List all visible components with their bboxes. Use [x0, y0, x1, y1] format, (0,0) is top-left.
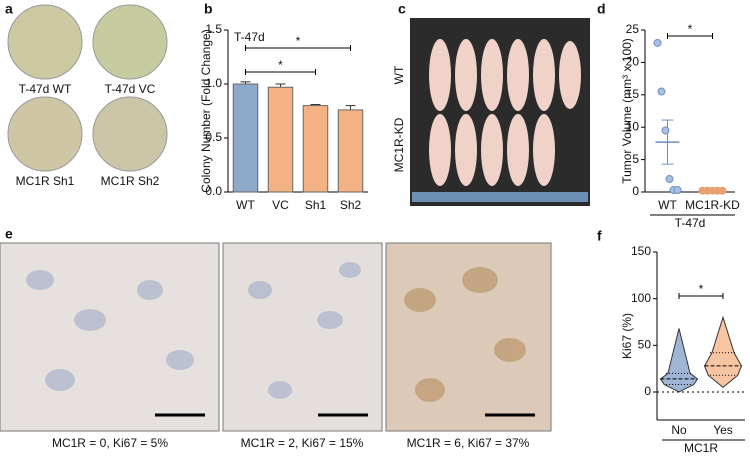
y-tick-label: 0 [632, 184, 639, 198]
dish-label: T-47d VC [105, 82, 156, 96]
x-tick-label: WT [236, 198, 255, 212]
dish [92, 96, 168, 172]
mouse-photo [410, 18, 590, 206]
dish-label: MC1R Sh2 [101, 174, 160, 188]
y-tick-label: 1.5 [205, 22, 222, 36]
y-tick-label: 15 [626, 87, 640, 101]
annotation: T-47d [234, 30, 265, 44]
dish-label: T-47d WT [19, 82, 72, 96]
y-tick-label: 100 [631, 291, 651, 305]
dish-images [7, 4, 168, 172]
dish [7, 96, 83, 172]
data-point [657, 87, 666, 96]
data-point [653, 38, 662, 47]
bar [302, 105, 329, 193]
violin [659, 328, 699, 393]
panel-label: f [597, 228, 602, 244]
x-tick-label: Sh2 [340, 198, 362, 212]
panel-label: d [597, 1, 606, 17]
dish-label: MC1R Sh1 [16, 174, 75, 188]
data-point [665, 175, 674, 184]
caption: MC1R = 6, Ki67 = 37% [407, 436, 530, 450]
caption: MC1R = 2, Ki67 = 15% [241, 436, 364, 450]
y-tick-label: 150 [631, 244, 651, 258]
y-axis-label: Colony Number (Fold Change) [199, 29, 213, 192]
x-tick-label: MC1R-KD [685, 198, 740, 212]
significance-star: * [699, 282, 704, 296]
caption: MC1R = 0, Ki67 = 5% [52, 436, 168, 450]
y-tick-label: 1.0 [205, 76, 222, 90]
y-tick-label: 0.0 [205, 184, 222, 198]
data-point [718, 186, 727, 195]
y-axis-label: Ki67 (%) [620, 313, 634, 359]
x-tick-label: WT [658, 198, 677, 212]
y-axis-label: Tumor Volume (mm³ x 100) [620, 38, 634, 184]
significance-star: * [688, 22, 693, 36]
tissue [0, 242, 220, 432]
bar [337, 109, 364, 193]
panel-label: b [204, 1, 213, 17]
dish [7, 4, 83, 80]
significance-star: * [296, 34, 301, 48]
significance-star: * [278, 58, 283, 72]
panel-label: c [398, 1, 406, 17]
panel-label: e [5, 226, 13, 242]
group-label: WT [392, 65, 406, 84]
dish [92, 4, 168, 80]
y-tick-label: 0.5 [205, 130, 222, 144]
panel-label: a [5, 1, 13, 17]
x-tick-label: Sh1 [305, 198, 327, 212]
y-tick-label: 20 [626, 55, 640, 69]
bar [232, 83, 259, 193]
data-point [673, 186, 682, 195]
data-point [661, 126, 670, 135]
y-tick-label: 5 [632, 152, 639, 166]
y-tick-label: 10 [626, 119, 640, 133]
x-tick-label: VC [272, 198, 289, 212]
bar [267, 86, 294, 193]
y-tick-label: 50 [638, 338, 652, 352]
x-axis-label: T-47d [675, 216, 706, 230]
x-tick-label: No [671, 423, 687, 437]
group-label: MC1R-KD [392, 117, 406, 172]
tissue-images [0, 242, 552, 432]
ruler [412, 192, 588, 202]
y-tick-label: 25 [626, 22, 640, 36]
x-axis-label: MC1R [684, 441, 718, 454]
y-tick-label: 0 [644, 384, 651, 398]
x-tick-label: Yes [713, 423, 733, 437]
